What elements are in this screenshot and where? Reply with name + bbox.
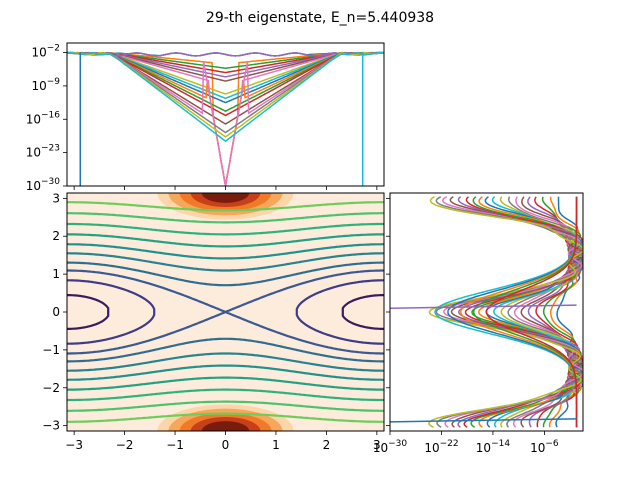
main-y-tick-label: 2	[52, 229, 60, 243]
main-y-tick-label: 0	[52, 305, 60, 319]
main-x-tick-label: −1	[166, 438, 184, 452]
main-x-tick-label: −2	[116, 438, 134, 452]
main-x-tick-label: −3	[65, 438, 83, 452]
main-y-tick-label: −3	[42, 419, 60, 433]
main-x-tick-label: 2	[323, 438, 331, 452]
chart-title: 29-th eigenstate, E_n=5.440938	[206, 10, 434, 26]
main-y-tick-label: 3	[52, 191, 60, 205]
main-y-tick-label: −1	[42, 343, 60, 357]
main-y-tick-label: 1	[52, 267, 60, 281]
main-x-tick-label: 0	[222, 438, 230, 452]
main-y-tick-label: −2	[42, 381, 60, 395]
main-x-tick-label: 1	[272, 438, 280, 452]
top-plot-area	[67, 43, 384, 186]
